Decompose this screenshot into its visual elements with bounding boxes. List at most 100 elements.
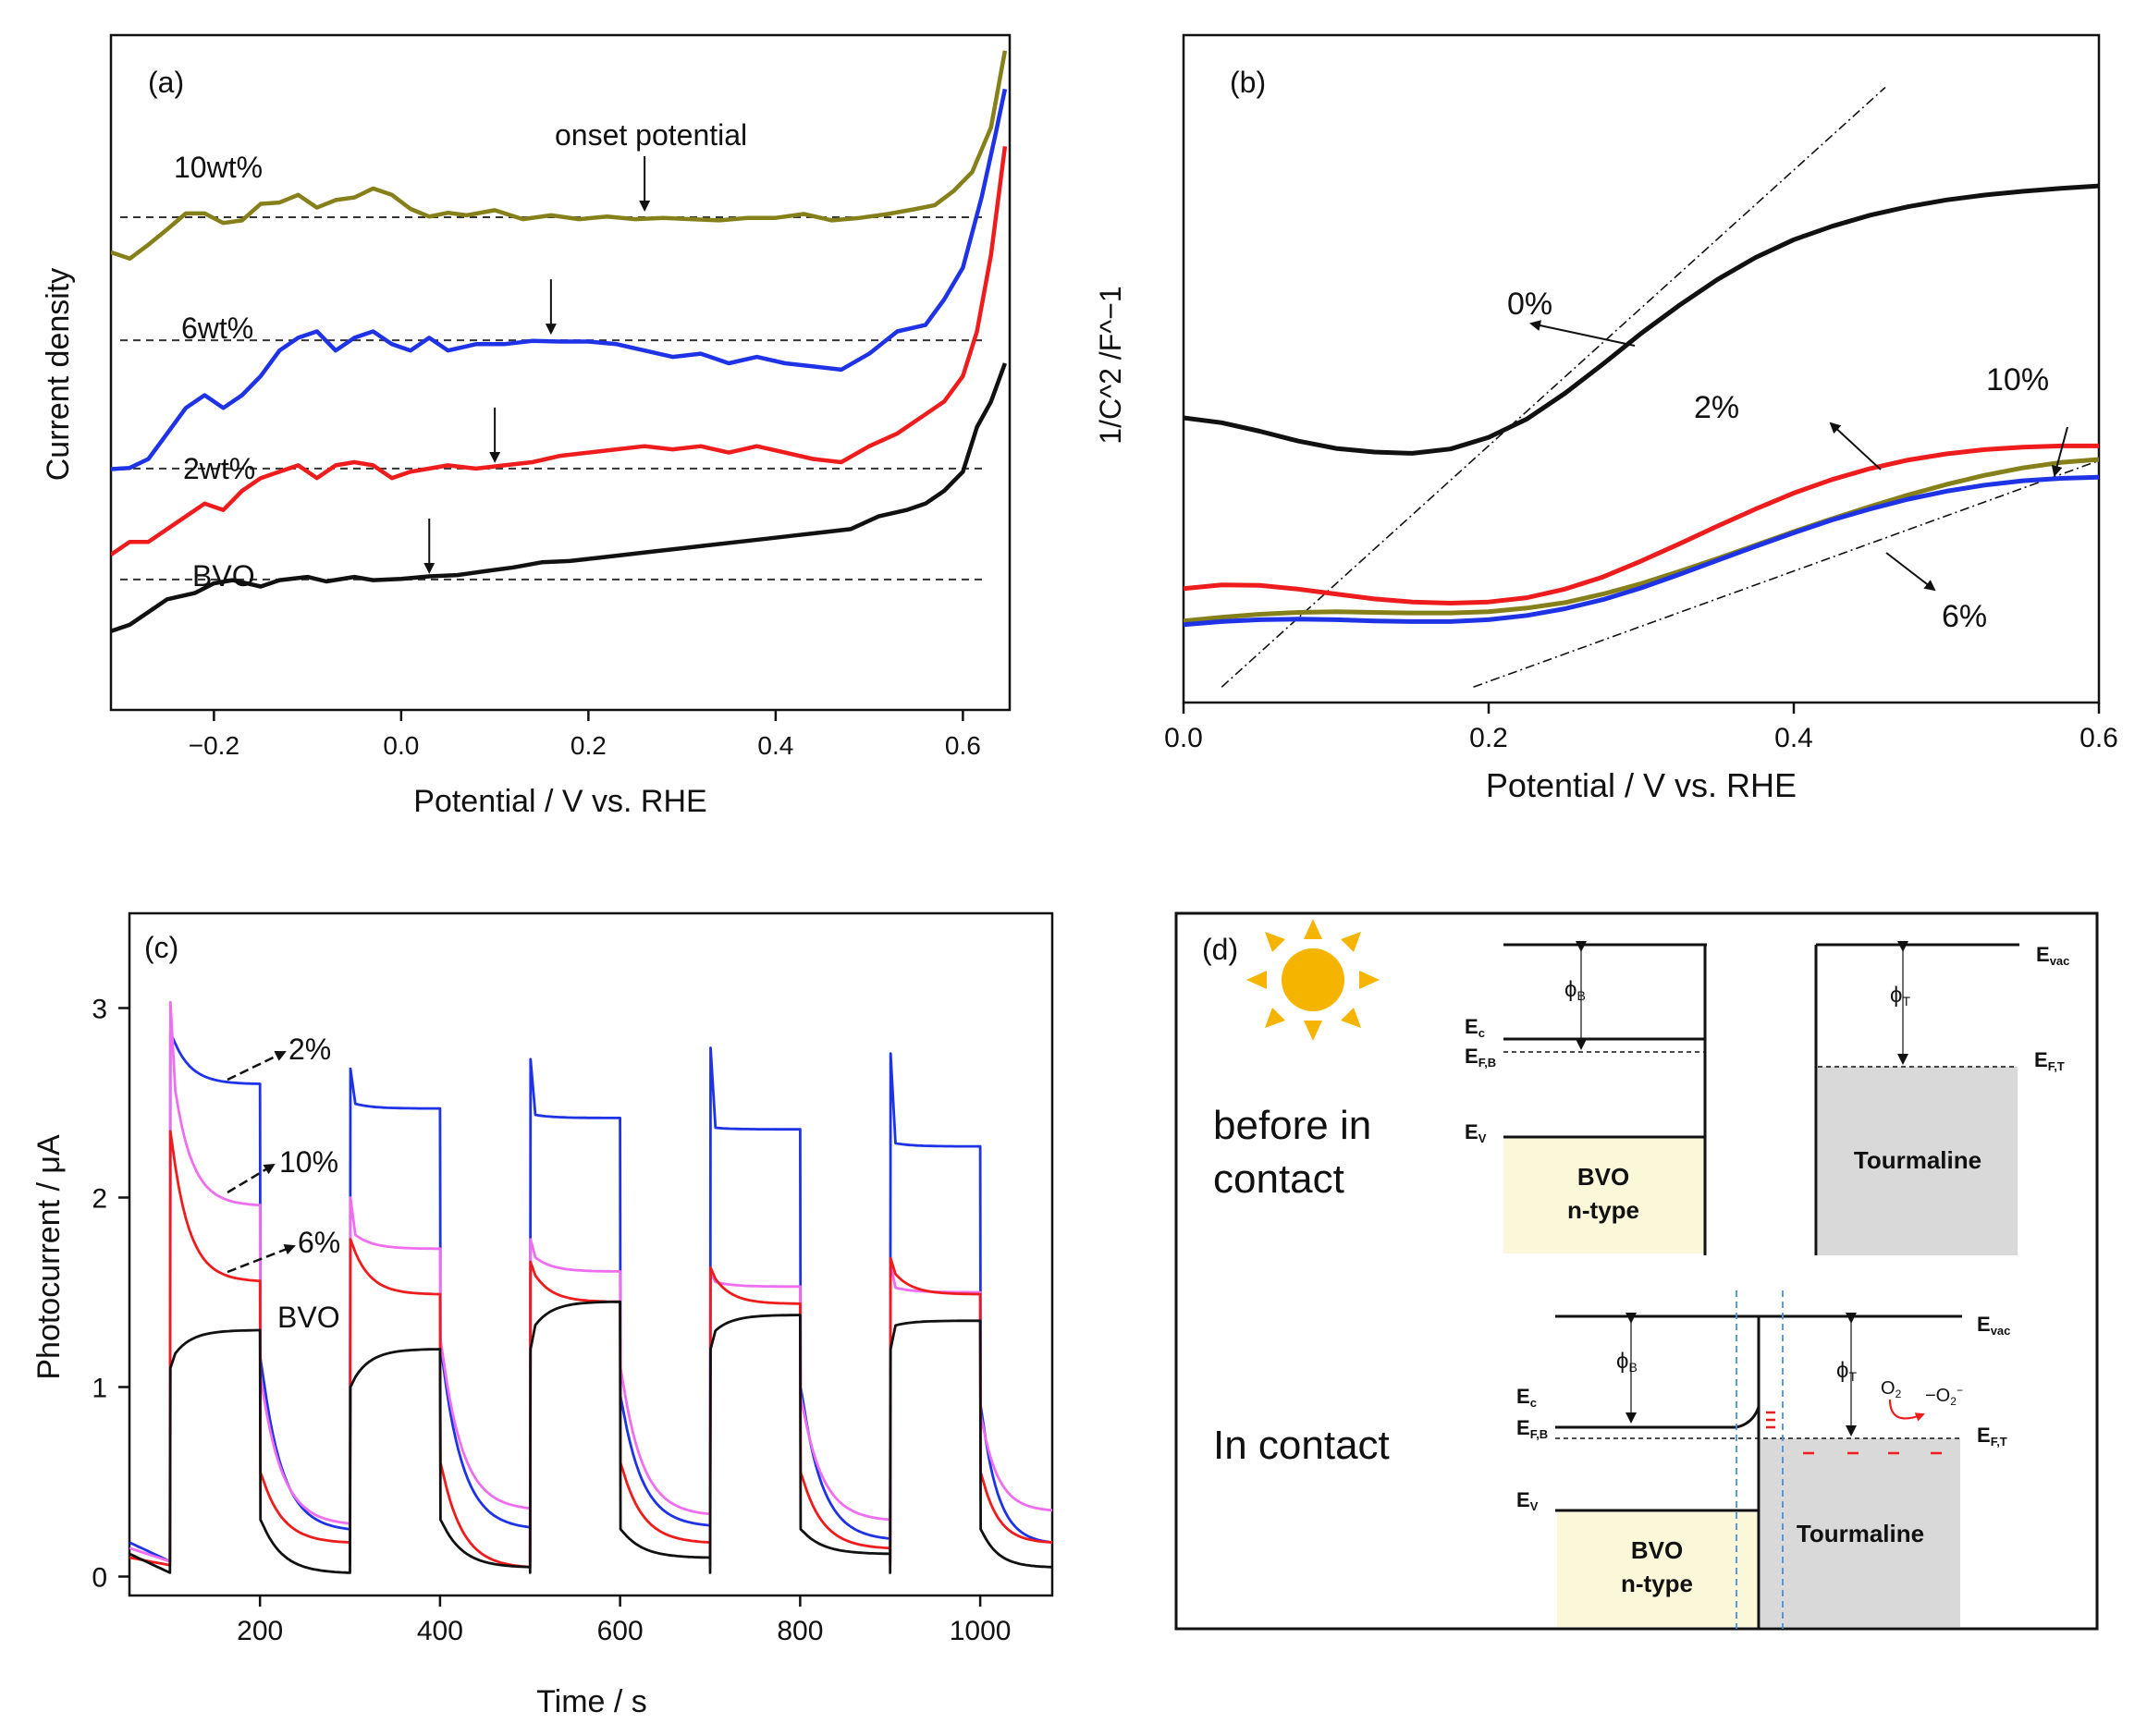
panel-b-label-10: 10% [1986, 362, 2049, 397]
panel-a-baselines [120, 215, 982, 581]
interface-negative-charges [1766, 1411, 1942, 1455]
panel-d-label: (d) [1202, 933, 1238, 966]
panel-c-label-2: 2% [288, 1033, 331, 1066]
after-evac-label: Evac [1977, 1313, 2010, 1338]
before-phi-b: ϕB [1564, 977, 1586, 1003]
sun-icon [1246, 919, 1380, 1041]
before-bvo-block: ϕB Ec EF,B EV BVO n-type [1465, 941, 1707, 1255]
panel-c: (c) 200 400 600 800 1000 0 1 2 3 2% 10% 6% BVO P… [31, 911, 1054, 1719]
panel-a-xtick-label: 0.0 [383, 731, 419, 760]
series-line-2% [1184, 443, 2099, 605]
panel-c-label: (c) [144, 931, 178, 964]
panel-b-xtick-label: 0.4 [1774, 723, 1813, 753]
panel-a-label-10wt: 10wt% [174, 151, 263, 184]
panel-b-label-arrows [1529, 320, 2068, 592]
panel-b-arrow-1 [1829, 422, 1882, 471]
before-tourmaline-label: Tourmaline [1854, 1146, 1981, 1174]
series-line-10wt% [111, 50, 1008, 262]
series-line-6wt% [111, 88, 1008, 471]
before-bvo-label-1: BVO [1577, 1163, 1629, 1191]
o2-reduction-arrow [1888, 1399, 1925, 1422]
after-ec-label: Ec [1516, 1385, 1537, 1410]
panel-b-tangent-lines [1221, 86, 2099, 688]
panel-c-ytick-label: 0 [92, 1563, 107, 1594]
after-bvo-fill [1557, 1512, 1759, 1627]
after-band-bending [1555, 1406, 1761, 1429]
panel-c-xtick-label: 200 [237, 1616, 283, 1646]
panel-a-xlabel: Potential / V vs. RHE [413, 784, 706, 819]
series-line-BVO [111, 362, 1008, 633]
panel-a-frame [109, 33, 1012, 712]
panel-b-arrow-2 [2051, 426, 2068, 477]
in-contact-label: In contact [1213, 1423, 1390, 1468]
panel-c-ytick-label: 1 [92, 1374, 107, 1404]
panel-b-frame [1182, 33, 2101, 704]
panel-b-ticks: 0.0 0.2 0.4 0.6 [1164, 703, 2118, 753]
before-ec-label: Ec [1465, 1015, 1485, 1040]
panel-b-xlabel: Potential / V vs. RHE [1486, 766, 1797, 804]
panel-a-label-2wt: 2wt% [183, 452, 255, 485]
panel-c-label-6: 6% [298, 1226, 340, 1259]
panel-a-label-bvo: BVO [192, 559, 255, 593]
panel-b-arrow-0 [1529, 320, 1636, 347]
series-line-6% [1184, 474, 2099, 628]
after-phi-b: ϕB [1616, 1349, 1638, 1375]
panel-a: (a) −0.2 0.0 0.2 0.4 0.6 onset potential 10w… [41, 33, 1012, 819]
panel-c-xtick-label: 1000 [950, 1616, 1012, 1646]
after-bvo-label-1: BVO [1631, 1536, 1683, 1564]
after-bvo-label-2: n-type [1621, 1570, 1693, 1597]
panel-b-xtick-label: 0.2 [1469, 723, 1508, 753]
before-tourmaline-block: ϕT Evac EF,T Tourmaline [1814, 941, 2069, 1255]
before-eft-label: EF,T [2034, 1048, 2065, 1073]
tangent-line-0 [1221, 86, 1886, 688]
before-phi-t: ϕT [1890, 983, 1910, 1009]
after-tourmaline-label: Tourmaline [1797, 1520, 1924, 1547]
panel-c-label-bvo: BVO [277, 1301, 340, 1334]
after-efb-label: EF,B [1516, 1416, 1548, 1441]
o2-label: O2 [1881, 1378, 1902, 1400]
panel-a-onset-arrows [423, 155, 651, 574]
panel-a-lines [111, 50, 1008, 633]
panel-a-xtick-label: 0.6 [945, 731, 981, 760]
after-eft-label: EF,T [1977, 1424, 2007, 1449]
series-line-2wt% [111, 146, 1008, 556]
panel-b-ylabel: 1/C^2 /F^−1 [1094, 286, 1127, 444]
panel-c-frame [128, 911, 1054, 1597]
after-tourmaline-fill [1761, 1438, 1960, 1627]
before-evac-label: Evac [2036, 943, 2069, 968]
panel-d-frame [1174, 911, 2099, 1631]
before-efb-label: EF,B [1465, 1045, 1496, 1070]
panel-b-xtick-label: 0.0 [1164, 723, 1203, 753]
series-line-10% [1184, 457, 2099, 624]
o2-radical-label: −O2− [1925, 1384, 1963, 1408]
after-contact-block: ϕB ϕT Evac Ec EF,B EV EF,T BVO n-type To… [1516, 1290, 2010, 1629]
panel-a-onset-annotation: onset potential [555, 118, 747, 152]
panel-b-arrow-3 [1885, 552, 1936, 592]
panel-c-xlabel: Time / s [536, 1684, 647, 1719]
panel-b-xtick-label: 0.6 [2080, 723, 2118, 753]
panel-b-label: (b) [1230, 66, 1266, 99]
before-contact-label-line2: contact [1213, 1156, 1344, 1202]
panel-a-xtick-label: 0.2 [570, 731, 607, 760]
panel-c-arrow-0 [227, 1050, 287, 1082]
panel-b-label-0: 0% [1507, 287, 1552, 322]
panel-c-xtick-label: 800 [777, 1616, 823, 1646]
panel-c-label-10: 10% [279, 1145, 338, 1179]
panel-a-label-6wt: 6wt% [181, 312, 253, 345]
panel-c-ytick-label: 2 [92, 1184, 107, 1215]
series-line-6% [129, 1130, 1052, 1569]
panel-c-xtick-label: 600 [597, 1616, 644, 1646]
before-ev-label: EV [1465, 1120, 1487, 1145]
panel-c-ylabel: Photocurrent / μA [31, 1134, 67, 1380]
panel-b: (b) 0.0 0.2 0.4 0.6 0% 2% 10% 6% 1/C^2 /F^−… [1094, 33, 2118, 804]
panel-a-ticks: −0.2 0.0 0.2 0.4 0.6 [189, 710, 981, 760]
panel-a-xtick-label: −0.2 [189, 731, 239, 760]
panel-c-arrow-2 [227, 1244, 296, 1274]
panel-d: (d) before in contact In contact [1174, 911, 2099, 1631]
after-phi-t: ϕT [1836, 1358, 1857, 1384]
panel-c-ticks: 200 400 600 800 1000 0 1 2 3 [92, 995, 1011, 1647]
panel-a-xtick-label: 0.4 [757, 731, 793, 760]
panel-c-ytick-label: 3 [92, 995, 107, 1025]
panel-c-lines [129, 1000, 1052, 1574]
